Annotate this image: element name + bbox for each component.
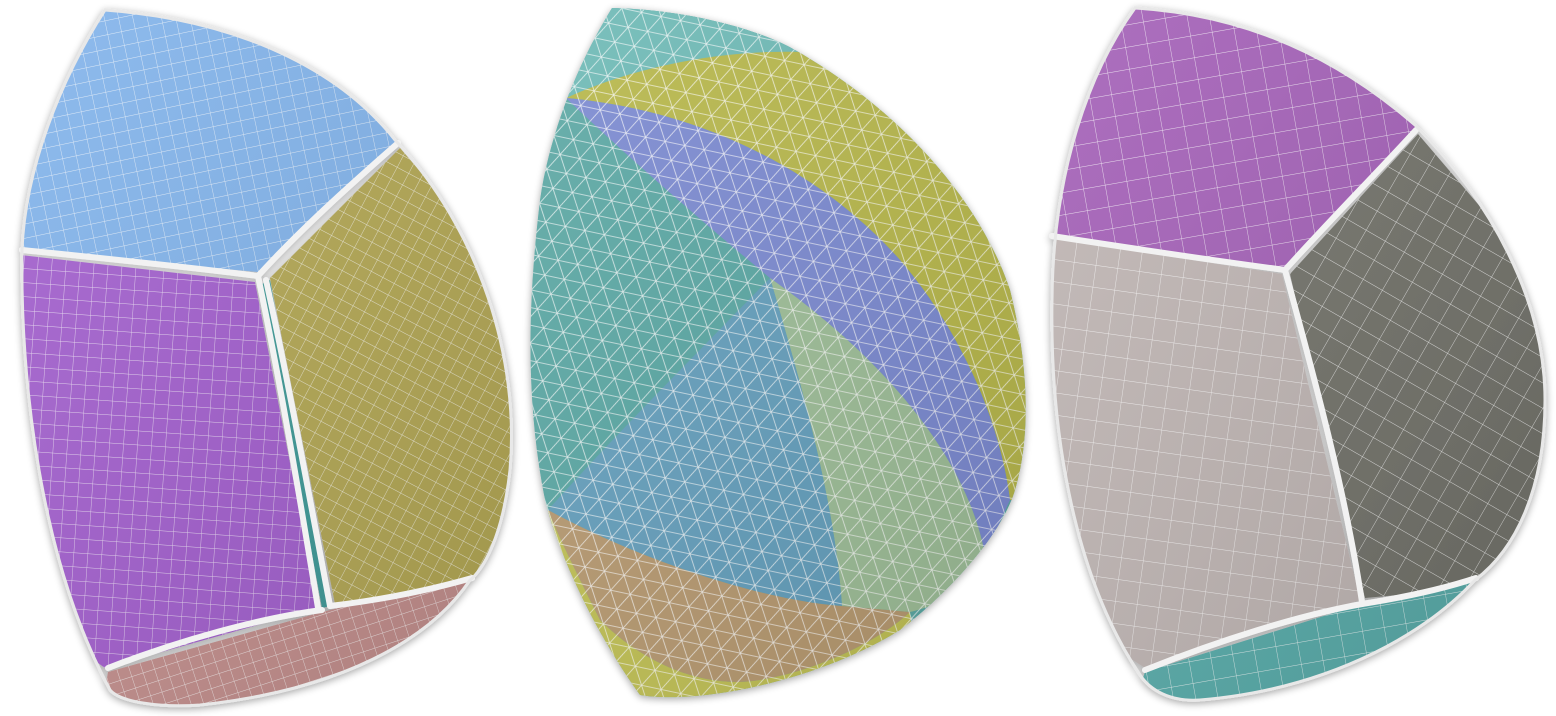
quad-mesh-left-panel [19,8,514,708]
triangle-mesh-middle-panel [530,8,1026,698]
quad-mesh-right-panel [1049,6,1547,702]
